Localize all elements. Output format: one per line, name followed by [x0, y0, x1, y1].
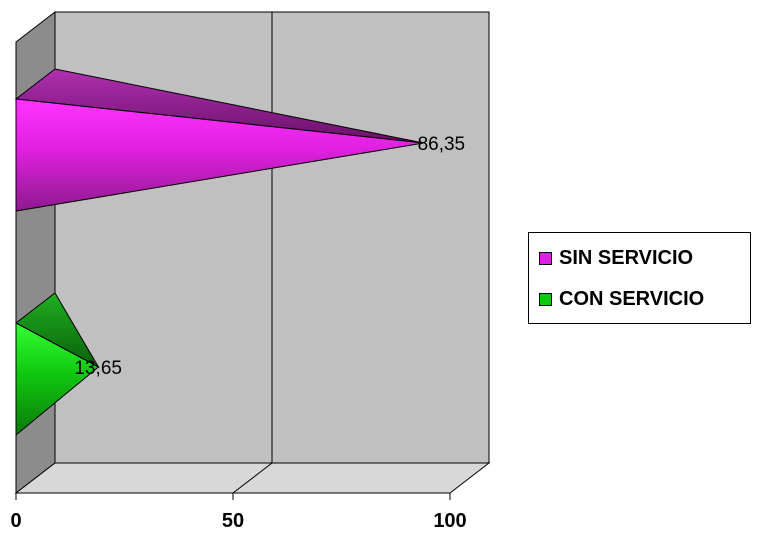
floor-gridline [232, 462, 273, 494]
legend: SIN SERVICIO CON SERVICIO [528, 232, 751, 324]
x-tick-label: 100 [433, 510, 466, 532]
legend-label: CON SERVICIO [559, 287, 705, 310]
legend-item-sin-servicio: SIN SERVICIO [539, 245, 693, 271]
x-tick-label: 0 [10, 510, 21, 532]
x-axis-ticks: 0 50 100 [10, 493, 467, 532]
legend-item-con-servicio: CON SERVICIO [539, 286, 704, 312]
pyramid-bar [15, 98, 424, 212]
legend-swatch-magenta [539, 251, 552, 265]
data-labels: 86,35 13,65 [74, 134, 465, 379]
data-label: 13,65 [74, 358, 122, 379]
gridlines [232, 12, 273, 494]
bars [14, 68, 424, 437]
x-tick-label: 50 [222, 510, 244, 532]
legend-label: SIN SERVICIO [559, 246, 694, 269]
data-label: 86,35 [418, 134, 466, 155]
pyramid-bar [15, 322, 100, 437]
legend-swatch-green [539, 292, 552, 306]
